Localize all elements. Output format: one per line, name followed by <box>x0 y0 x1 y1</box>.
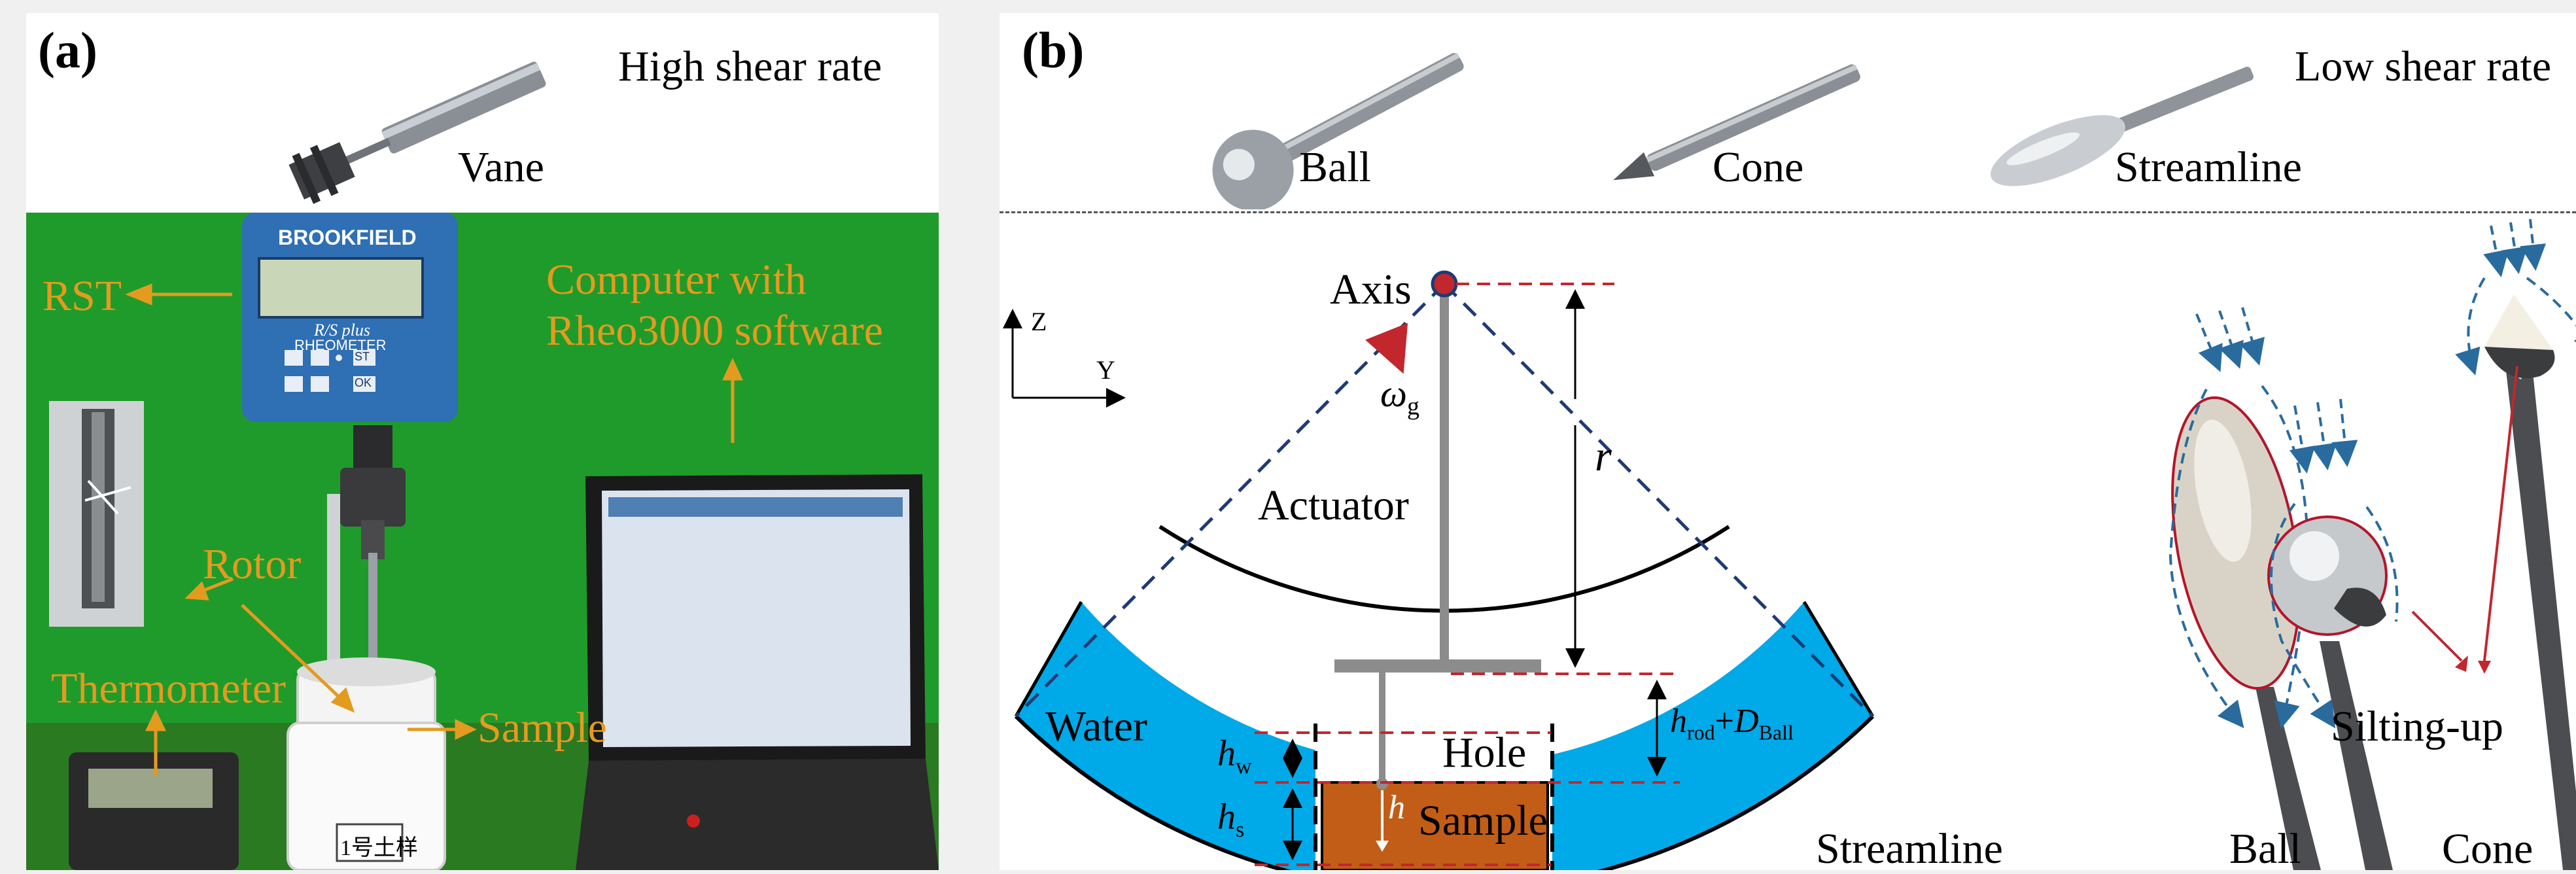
hole-label: Hole <box>1442 729 1527 777</box>
sample-label: Sample <box>1418 797 1548 845</box>
device-model: R/S plus <box>314 321 370 340</box>
rotor-flow-photos <box>2168 218 2576 870</box>
axis-pivot <box>1431 270 1458 298</box>
sample-cup-label: 1号土样 <box>340 836 418 860</box>
lab-photo: BROOKFIELD R/S plus RHEOMETER ST OK 1号土样… <box>26 213 939 870</box>
callout-computer-line2: Rheo3000 software <box>546 307 884 355</box>
callout-thermometer: Thermometer <box>51 665 287 712</box>
panel-a: (a) High shear rate Vane <box>26 13 939 870</box>
panel-b-label: (b) <box>1022 22 1085 79</box>
lab-photo-drawing <box>26 213 939 870</box>
cone-label: Cone <box>1713 143 1804 191</box>
rotor-schematic <box>1003 270 1875 870</box>
axis-z-label: Z <box>1031 307 1047 336</box>
ball-photo-label: Ball <box>2229 825 2301 873</box>
water-label: Water <box>1045 703 1147 750</box>
panel-b: (b) Low shear rate Ball Cone Streamline <box>1000 13 2576 873</box>
device-key-st: ST <box>355 350 370 363</box>
device-key-ok: OK <box>355 376 372 389</box>
panel-a-label: (a) <box>38 22 97 79</box>
ball-label: Ball <box>1299 143 1371 191</box>
h-label: h <box>1388 789 1405 826</box>
water-band <box>1016 602 1873 870</box>
panel-b-separator <box>1000 211 2576 213</box>
axis-label: Axis <box>1330 266 1412 313</box>
actuator-label: Actuator <box>1258 481 1409 529</box>
panel-a-title: High shear rate <box>618 43 882 90</box>
cone-photo-label: Cone <box>2442 825 2533 873</box>
device-brand: BROOKFIELD <box>278 226 417 249</box>
silting-up-label: Silting-up <box>2331 703 2504 750</box>
axis-y-label: Y <box>1096 355 1115 385</box>
streamline-label: Streamline <box>2115 143 2302 191</box>
h-rod-d-ball-label: hrod+DBall <box>1670 703 1794 744</box>
omega-label: ωg <box>1380 372 1419 421</box>
cone-photo <box>2455 218 2576 870</box>
cone-rotor-image <box>1613 64 1860 181</box>
radius-label: r <box>1595 432 1612 480</box>
vane-label: Vane <box>458 143 544 191</box>
callout-sample: Sample <box>478 704 607 752</box>
ball-photo <box>2267 398 2399 870</box>
panel-b-title: Low shear rate <box>2295 43 2552 90</box>
streamline-photo-label: Streamline <box>1816 825 2003 873</box>
streamline-rotor-image <box>1991 66 2254 186</box>
hw-label: hw <box>1217 733 1252 779</box>
callout-rst: RST <box>43 272 122 320</box>
ball-rotor-image <box>1212 52 1464 209</box>
callout-rotor: Rotor <box>203 540 302 588</box>
streamline-photo <box>2168 307 2321 870</box>
device-type: RHEOMETER <box>294 337 387 353</box>
actuator-rod <box>1440 284 1449 660</box>
vane-rotor-image <box>288 61 546 204</box>
callout-computer-line1: Computer with <box>546 256 807 304</box>
hs-label: hs <box>1217 797 1245 843</box>
